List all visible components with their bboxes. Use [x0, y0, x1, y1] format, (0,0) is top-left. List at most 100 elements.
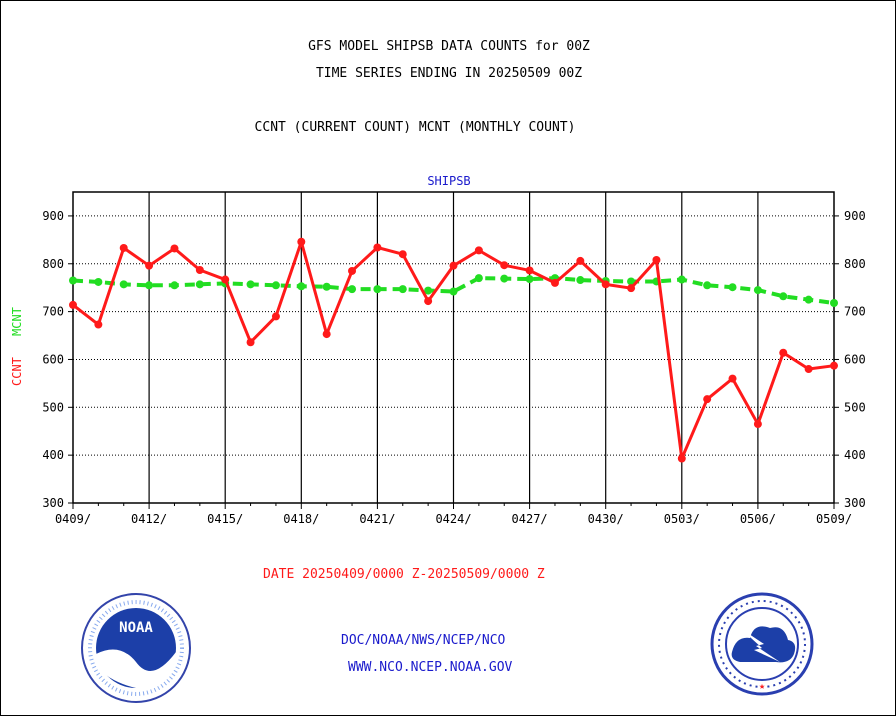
date-range-label: DATE 20250409/0000 Z-20250509/0000 Z: [263, 567, 545, 582]
point-mcnt-0413: [170, 281, 179, 290]
point-mcnt-0501: [627, 277, 636, 286]
point-mcnt-0503: [677, 275, 686, 284]
x-tick-label-8: 0503/: [664, 512, 700, 526]
x-tick-label-7: 0430/: [588, 512, 624, 526]
x-tick-label-5: 0424/: [435, 512, 471, 526]
point-mcnt-0508: [804, 295, 813, 304]
nws-star-icon: ★: [759, 681, 765, 692]
point-ccnt-0501: [627, 284, 636, 293]
point-ccnt-0430: [601, 280, 610, 289]
point-mcnt-0414: [195, 280, 204, 289]
point-ccnt-0509: [830, 361, 838, 370]
x-tick-label-9: 0506/: [740, 512, 776, 526]
point-mcnt-0422: [398, 285, 407, 294]
point-mcnt-0416: [246, 280, 255, 289]
plot-title: SHIPSB: [427, 174, 470, 188]
point-mcnt-0429: [576, 276, 585, 285]
point-ccnt-0425: [474, 246, 483, 255]
noaa-logo-text: NOAA: [119, 620, 153, 636]
point-ccnt-0409: [69, 300, 77, 309]
nws-logo: ★: [710, 592, 814, 696]
series-mcnt: [69, 274, 838, 308]
y-tick-right-label-700: 700: [844, 305, 866, 319]
y-tick-left-label-700: 700: [42, 305, 64, 319]
y-tick-right-label-300: 300: [844, 496, 866, 510]
point-ccnt-0505: [728, 374, 737, 383]
point-ccnt-0423: [424, 297, 433, 306]
point-mcnt-0421: [373, 285, 382, 294]
point-mcnt-0424: [449, 287, 458, 296]
point-mcnt-0506: [753, 286, 762, 295]
y-axis-label-mcnt: MCNT: [10, 307, 24, 336]
y-tick-right-label-500: 500: [844, 400, 866, 414]
noaa-logo: NOAA: [81, 593, 191, 703]
point-ccnt-0411: [119, 243, 128, 252]
point-mcnt-0427: [525, 275, 534, 284]
point-ccnt-0506: [753, 420, 762, 429]
point-ccnt-0415: [221, 275, 230, 284]
point-mcnt-0504: [703, 281, 712, 290]
point-ccnt-0418: [297, 237, 306, 246]
x-tick-label-1: 0412/: [131, 512, 167, 526]
point-ccnt-0417: [271, 312, 280, 321]
point-mcnt-0412: [145, 281, 154, 290]
x-tick-label-0: 0409/: [55, 512, 91, 526]
y-axis-label-ccnt: CCNT: [10, 357, 24, 386]
chart-title-line-2: TIME SERIES ENDING IN 20250509 00Z: [315, 66, 583, 81]
website-label: WWW.NCO.NCEP.NOAA.GOV: [348, 660, 513, 675]
point-ccnt-0429: [576, 256, 585, 265]
point-ccnt-0413: [170, 244, 179, 253]
y-tick-right-label-600: 600: [844, 352, 866, 366]
point-mcnt-0507: [779, 292, 788, 301]
point-mcnt-0420: [348, 285, 357, 294]
point-mcnt-0417: [271, 281, 280, 290]
point-mcnt-0423: [424, 286, 433, 295]
point-ccnt-0428: [550, 278, 559, 287]
x-tick-label-6: 0427/: [512, 512, 548, 526]
point-ccnt-0504: [703, 395, 712, 404]
point-ccnt-0507: [779, 348, 788, 357]
point-mcnt-0426: [500, 274, 509, 283]
grid-lines: [73, 192, 834, 503]
x-tick-label-3: 0418/: [283, 512, 319, 526]
point-ccnt-0508: [804, 365, 813, 374]
y-tick-left-label-400: 400: [42, 448, 64, 462]
chart-title-line-3: CCNT (CURRENT COUNT) MCNT (MONTHLY COUNT…: [254, 120, 576, 135]
point-mcnt-0419: [322, 282, 331, 291]
point-ccnt-0427: [525, 266, 534, 275]
point-ccnt-0416: [246, 338, 255, 347]
x-tick-label-10: 0509/: [816, 512, 852, 526]
point-mcnt-0509: [830, 299, 838, 308]
point-mcnt-0411: [119, 280, 128, 289]
point-mcnt-0409: [69, 276, 77, 285]
point-mcnt-0425: [474, 274, 483, 283]
y-tick-left-label-800: 800: [42, 257, 64, 271]
point-ccnt-0502: [652, 255, 661, 264]
x-tick-label-4: 0421/: [359, 512, 395, 526]
x-axis: 0409/0412/0415/0418/0421/0424/0427/0430/…: [55, 503, 852, 526]
point-ccnt-0422: [398, 250, 407, 259]
y-tick-left-label-600: 600: [42, 352, 64, 366]
x-tick-label-2: 0415/: [207, 512, 243, 526]
point-ccnt-0410: [94, 320, 103, 329]
y-axis-right: 300 400 500 600 700 800 900: [834, 209, 866, 510]
point-ccnt-0421: [373, 243, 382, 252]
y-tick-right-label-800: 800: [844, 257, 866, 271]
point-mcnt-0505: [728, 283, 737, 292]
y-tick-left-label-500: 500: [42, 400, 64, 414]
point-mcnt-0410: [94, 277, 103, 286]
point-ccnt-0426: [500, 261, 509, 270]
point-ccnt-0419: [322, 330, 331, 339]
point-ccnt-0412: [145, 261, 154, 270]
y-tick-left-label-300: 300: [42, 496, 64, 510]
series-ccnt: [69, 237, 838, 463]
y-tick-right-label-400: 400: [844, 448, 866, 462]
point-ccnt-0420: [348, 266, 357, 275]
point-ccnt-0424: [449, 261, 458, 270]
y-axis-left: 300 400 500 600 700 800 900: [42, 209, 73, 510]
chart-title-line-1: GFS MODEL SHIPSB DATA COUNTS for 00Z: [308, 39, 590, 54]
point-ccnt-0414: [195, 265, 204, 274]
point-ccnt-0503: [677, 454, 686, 463]
